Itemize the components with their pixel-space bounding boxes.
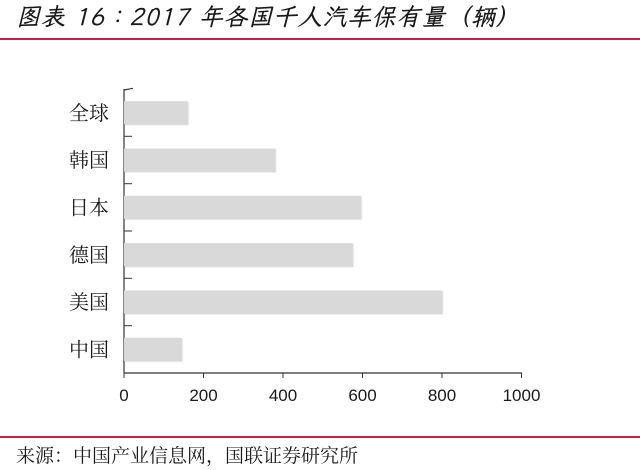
svg-text:600: 600: [348, 386, 376, 405]
svg-text:1000: 1000: [503, 386, 541, 405]
svg-text:400: 400: [269, 386, 297, 405]
svg-text:全球: 全球: [69, 97, 109, 126]
svg-text:日本: 日本: [69, 191, 109, 220]
svg-text:德国: 德国: [69, 239, 109, 268]
svg-text:韩国: 韩国: [69, 144, 109, 173]
svg-text:美国: 美国: [69, 286, 109, 315]
svg-text:0: 0: [119, 386, 128, 405]
svg-text:中国: 中国: [69, 333, 109, 362]
svg-text:200: 200: [189, 386, 217, 405]
svg-text:800: 800: [428, 386, 456, 405]
